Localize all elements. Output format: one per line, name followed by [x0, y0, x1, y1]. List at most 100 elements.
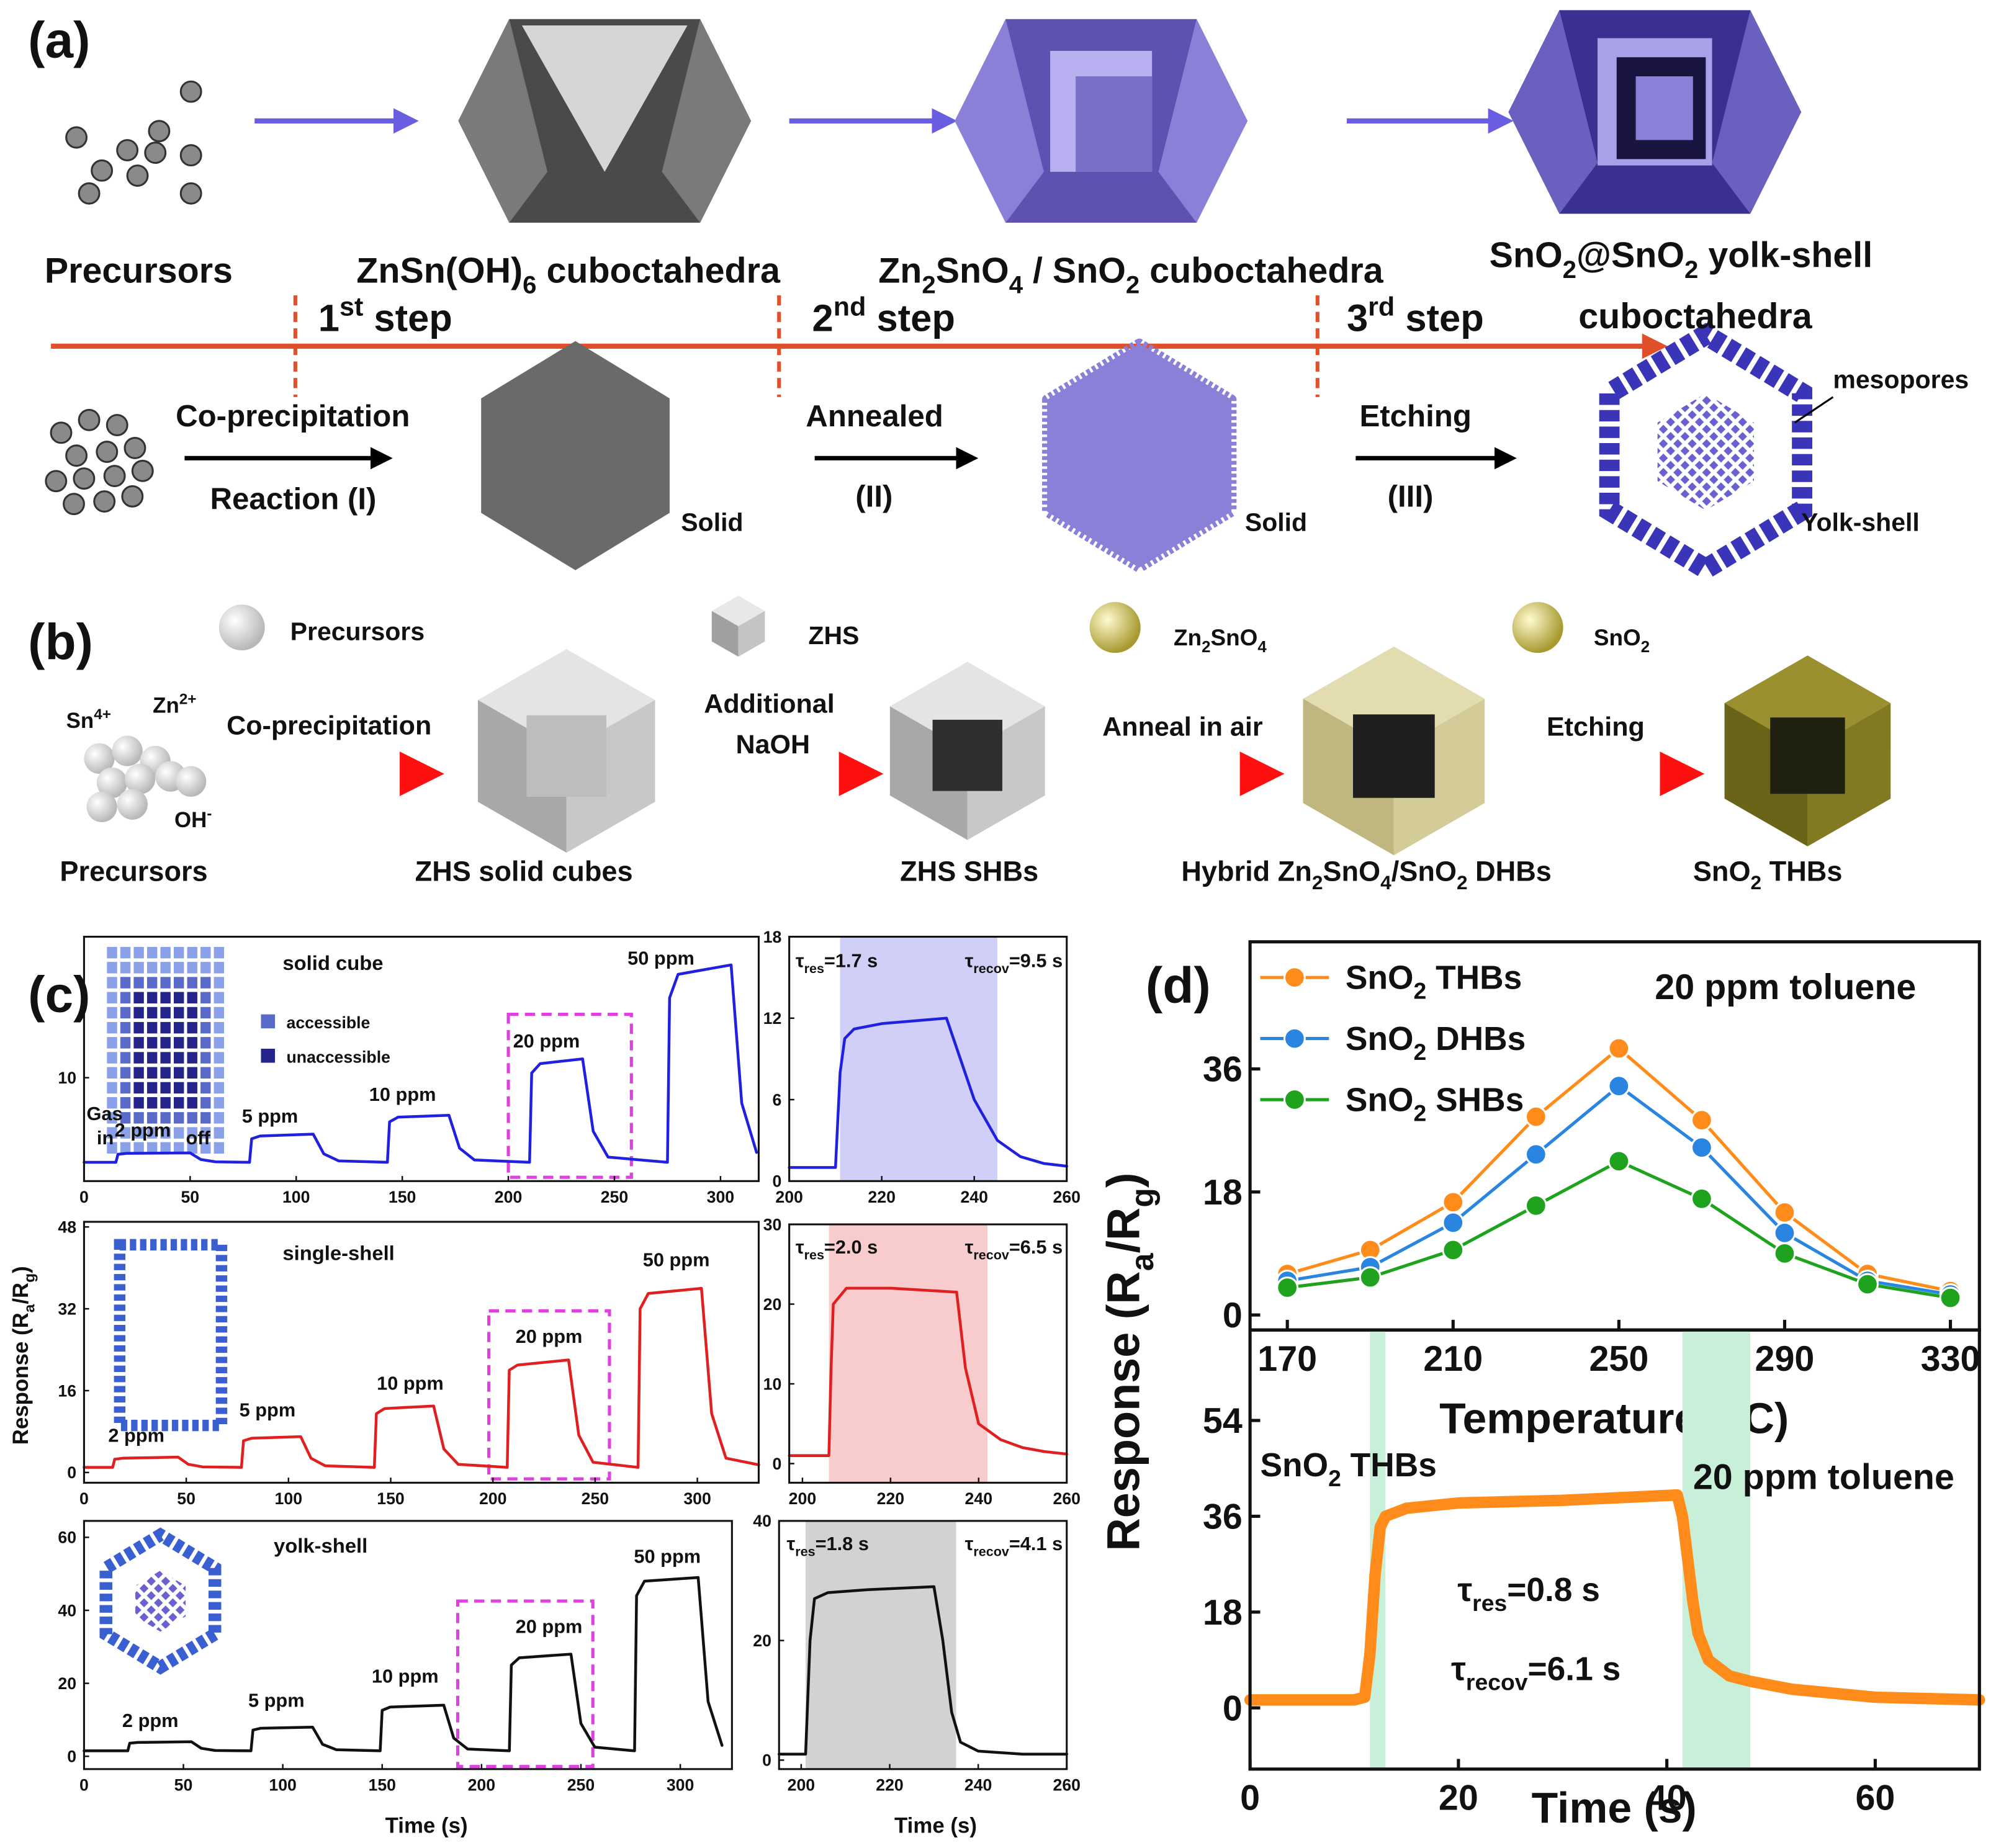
pore — [146, 1067, 158, 1079]
shell — [99, 1527, 222, 1675]
annotation: τres=2.0 s — [796, 1236, 878, 1262]
particle — [45, 470, 68, 493]
annotation: 5 ppm — [248, 1689, 305, 1711]
data-point — [1773, 1201, 1796, 1224]
pore — [160, 1127, 171, 1139]
x-tick-label: 20 — [1439, 1778, 1478, 1818]
text-part: cuboctahedra — [537, 251, 781, 290]
pore — [214, 1037, 225, 1049]
text-part: OH — [174, 808, 207, 832]
face — [1076, 76, 1153, 172]
text-part: SHBs — [1426, 1082, 1524, 1118]
annotation: off — [186, 1127, 210, 1149]
y-tick-label: 16 — [58, 1381, 76, 1400]
pore — [160, 1142, 171, 1154]
text-part: cuboctahedra — [1140, 251, 1383, 290]
text-part: Zn — [153, 694, 179, 718]
pore — [214, 946, 225, 959]
y-tick-label: 40 — [58, 1601, 76, 1620]
pore — [174, 946, 184, 959]
data-point — [1276, 1276, 1299, 1299]
label: ZHS SHBs — [900, 855, 1038, 887]
pore — [120, 1067, 131, 1079]
pore — [200, 1097, 211, 1109]
pore — [107, 1142, 117, 1154]
x-tick-label: 150 — [377, 1489, 404, 1508]
pore — [146, 946, 158, 959]
x-tick-label: 290 — [1755, 1339, 1815, 1379]
text-part: 2 — [922, 271, 935, 299]
text-part: =2.0 s — [824, 1236, 878, 1258]
particle — [73, 467, 96, 490]
x-tick-label: 100 — [282, 1188, 310, 1206]
pore — [133, 1052, 144, 1064]
sphere — [86, 791, 117, 822]
plot-frame — [1248, 1328, 1981, 1771]
data-point — [1856, 1273, 1879, 1296]
x-tick-label: 250 — [601, 1188, 628, 1206]
pore — [160, 992, 171, 1003]
annotation: 50 ppm — [627, 948, 695, 969]
text-part: 2 — [1312, 871, 1323, 894]
y-tick-label: 0 — [67, 1463, 76, 1482]
pore — [200, 1142, 211, 1154]
label: (II) — [855, 479, 892, 513]
particle — [65, 126, 88, 149]
pore — [187, 1082, 197, 1094]
label: Co-precipitation — [227, 711, 431, 740]
y-axis-label: Response (Ra/Rg) — [1098, 1173, 1160, 1551]
annotation: τrecov=9.5 s — [965, 950, 1063, 976]
pore — [214, 1021, 225, 1034]
cube-face — [711, 611, 739, 657]
arrowhead — [1642, 333, 1668, 359]
pore — [107, 977, 117, 989]
text-part: C) — [1743, 1394, 1789, 1442]
chart: 0 50 100 150 200 250 300 0 20 40 60 yolk-shell 2 ppm… — [58, 1520, 733, 1837]
x-tick-label: 150 — [369, 1776, 396, 1795]
text-part: 2 — [1126, 271, 1140, 299]
annotation: SnO2 THBs — [1260, 1447, 1436, 1491]
face — [955, 19, 1044, 223]
pore — [120, 1021, 131, 1034]
cavity — [1353, 714, 1435, 798]
text-part: =6.5 s — [1009, 1236, 1063, 1258]
data-line — [788, 1016, 1069, 1169]
particle — [116, 139, 139, 161]
pore — [214, 1082, 225, 1094]
pore — [120, 977, 131, 989]
pore — [187, 946, 197, 959]
x-tick-label: 330 — [1921, 1339, 1980, 1379]
x-tick-label: 0 — [79, 1188, 89, 1206]
text-part: recov — [973, 1544, 1009, 1559]
text-part: 2 — [1457, 871, 1468, 894]
pore — [214, 1127, 225, 1139]
text-part: st — [339, 292, 363, 322]
y-tick-label: 0 — [762, 1751, 771, 1770]
label: Reaction (I) — [210, 482, 376, 516]
label: (a) — [28, 12, 90, 68]
annotation: τrecov=4.1 s — [965, 1533, 1063, 1559]
annotation: 10 ppm — [372, 1665, 439, 1687]
pore — [133, 1067, 144, 1079]
particle — [179, 182, 202, 205]
pore — [133, 1007, 144, 1019]
pore — [107, 1097, 117, 1109]
annotation: 50 ppm — [634, 1546, 701, 1568]
label: 2nd step — [812, 292, 955, 340]
pore — [214, 1142, 225, 1154]
pore — [200, 1052, 211, 1064]
pore — [214, 1052, 225, 1064]
pore — [120, 1007, 131, 1019]
particle — [144, 141, 167, 164]
data-point — [1442, 1211, 1465, 1234]
legend-label: SnO2 THBs — [1346, 960, 1522, 1004]
x-tick-label: 150 — [389, 1188, 416, 1206]
pore — [174, 1082, 184, 1094]
particle — [78, 408, 101, 431]
text-part: τ — [965, 1236, 974, 1258]
pore — [107, 1052, 117, 1064]
label: 1st step — [318, 292, 452, 340]
text-part: =9.5 s — [1009, 950, 1063, 972]
